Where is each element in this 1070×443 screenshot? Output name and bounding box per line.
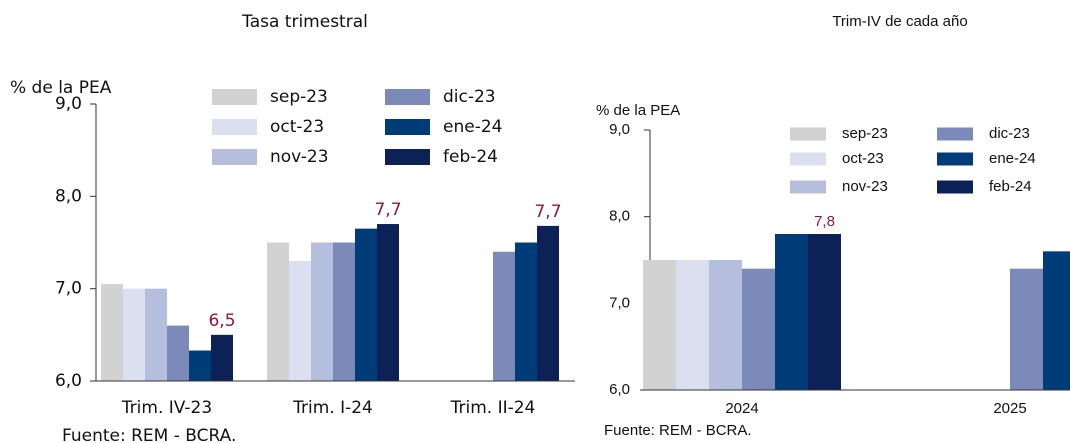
bar [1043, 251, 1070, 390]
y-axis-label: % de la PEA [596, 102, 680, 119]
x-tick-label: Trim. I-24 [292, 398, 373, 418]
y-tick-label: 7,0 [55, 279, 82, 299]
bar [101, 284, 123, 381]
legend-label: nov-23 [842, 178, 888, 195]
y-tick-label: 6,0 [55, 371, 82, 391]
legend-swatch [790, 180, 826, 194]
value-label: 7,7 [374, 200, 401, 220]
value-label: 7,7 [534, 202, 561, 222]
bar [123, 288, 145, 381]
legend-swatch [212, 149, 257, 165]
bar [145, 288, 167, 381]
bar [1010, 268, 1043, 390]
legend-swatch [212, 119, 257, 135]
bar [676, 260, 709, 390]
legend-label: ene-24 [443, 117, 502, 137]
value-label: 7,8 [814, 213, 835, 230]
legend-label: sep-23 [842, 125, 888, 142]
bar [377, 224, 399, 381]
bar [355, 228, 377, 381]
x-tick-label: 2025 [993, 400, 1026, 417]
bar [537, 225, 559, 381]
bar [189, 350, 211, 381]
legend-label: ene-24 [989, 150, 1036, 167]
legend-label: dic-23 [443, 87, 496, 107]
x-tick-label: 2024 [725, 400, 758, 417]
bar [311, 242, 333, 381]
legend-label: feb-24 [443, 147, 498, 167]
x-tick-label: Trim. II-24 [450, 398, 536, 418]
legend-label: feb-24 [989, 178, 1032, 195]
y-tick-label: 8,0 [609, 208, 630, 225]
legend-swatch [385, 89, 430, 105]
subtitle: Trim-IV de cada año [832, 13, 967, 30]
subtitle: Tasa trimestral [241, 12, 368, 32]
legend-swatch [937, 152, 973, 166]
legend-swatch [212, 89, 257, 105]
bar [333, 242, 355, 381]
legend-label: oct-23 [842, 150, 884, 167]
legend-swatch [790, 127, 826, 141]
legend-label: nov-23 [270, 147, 329, 167]
legend-label: sep-23 [270, 87, 328, 107]
source: Fuente: REM - BCRA. [62, 426, 236, 443]
y-tick-label: 6,0 [609, 381, 630, 398]
bar [742, 268, 775, 390]
right-chart: Trim-IV de cada año % de la PEA Fuente: RE… [596, 13, 1070, 439]
bar [775, 234, 808, 390]
bar [709, 260, 742, 390]
bar [289, 260, 311, 381]
bar [493, 251, 515, 381]
legend-label: dic-23 [989, 125, 1030, 142]
value-label: 6,5 [208, 311, 235, 331]
source: Fuente: REM - BCRA. [604, 422, 752, 439]
x-tick-label: Trim. IV-23 [121, 398, 212, 418]
legend-swatch [790, 152, 826, 166]
bar [211, 334, 233, 381]
left-chart: Tasa trimestral % de la PEA Fuente: REM - … [10, 12, 575, 443]
bar [515, 242, 537, 381]
legend-swatch [937, 127, 973, 141]
y-tick-label: 7,0 [609, 294, 630, 311]
legend-swatch [937, 180, 973, 194]
legend-label: oct-23 [270, 117, 324, 137]
bar [167, 325, 189, 381]
bar [808, 234, 841, 390]
legend-swatch [385, 119, 430, 135]
y-tick-label: 9,0 [55, 94, 82, 114]
bar [267, 242, 289, 381]
legend-swatch [385, 149, 430, 165]
bar [643, 260, 676, 390]
y-tick-label: 8,0 [55, 186, 82, 206]
y-axis-label: % de la PEA [10, 78, 112, 98]
y-tick-label: 9,0 [609, 121, 630, 138]
